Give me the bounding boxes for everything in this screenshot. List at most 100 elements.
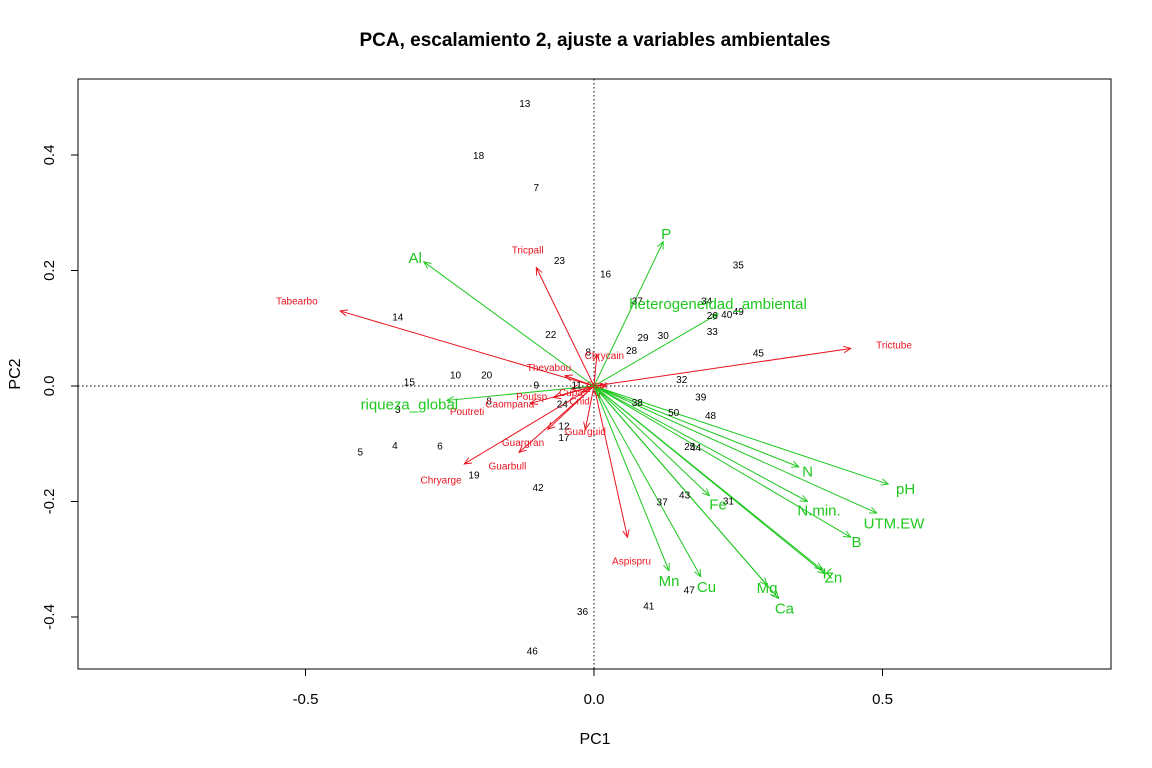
site-label: 18 — [473, 151, 485, 162]
species-label: Thevabou — [527, 363, 571, 374]
environment-arrow — [593, 385, 669, 571]
environment-label: Zn — [825, 570, 843, 587]
species-labels: Tabearbo Tricpall Trictube Chrycain Thevabou… — [276, 246, 912, 568]
y-tick-label: 0.0 — [41, 376, 58, 397]
species-label: Tricpall — [512, 246, 544, 257]
site-label: 29 — [637, 333, 649, 344]
environment-label: riqueza_global — [361, 396, 459, 413]
y-tick-label: 0.4 — [41, 145, 58, 166]
environment-arrow — [447, 385, 595, 400]
environment-arrow — [593, 385, 851, 537]
site-label: 46 — [527, 646, 539, 657]
site-label: 35 — [733, 261, 745, 272]
environment-arrow — [593, 385, 779, 599]
x-tick-label: 0.0 — [584, 691, 605, 708]
species-label: Guargran — [502, 438, 544, 449]
site-label: 49 — [733, 307, 745, 318]
species-arrow — [582, 386, 595, 392]
environment-label: UTM.EW — [864, 515, 926, 532]
species-label: Trictube — [876, 340, 912, 351]
species-label: Guarbull — [489, 462, 527, 473]
species-arrow — [464, 385, 595, 464]
site-label: 11 — [571, 380, 582, 391]
site-label: 26 — [707, 311, 719, 322]
environment-arrow — [593, 385, 709, 496]
reference-lines — [78, 79, 1111, 669]
site-label: 17 — [558, 433, 570, 444]
site-label: 42 — [532, 483, 544, 494]
environment-label: heterogeneidad_ambiental — [629, 296, 807, 313]
site-label: 14 — [392, 313, 404, 324]
species-label: Chrycain — [585, 351, 624, 362]
y-axis-label: PC2 — [7, 358, 24, 389]
site-label: 37 — [632, 297, 644, 308]
y-tick-label: -0.4 — [41, 604, 58, 630]
x-axis: -0.5 0.0 0.5 — [293, 668, 893, 708]
y-axis: -0.4 -0.2 0.0 0.2 0.4 — [41, 145, 78, 630]
species-arrow — [593, 348, 851, 387]
site-label: 25 — [684, 442, 696, 453]
environment-arrow — [424, 262, 595, 387]
site-label: 43 — [679, 491, 691, 502]
site-label: 24 — [557, 399, 569, 410]
environment-arrow — [593, 385, 807, 502]
environment-arrow — [593, 385, 701, 577]
environment-arrow — [593, 385, 877, 513]
species-label: Cupa — [559, 388, 583, 399]
site-label: 41 — [643, 601, 655, 612]
species-label: Cnid — [569, 396, 590, 407]
site-label: 7 — [534, 183, 540, 194]
y-tick-label: -0.2 — [41, 489, 58, 515]
species-arrow — [565, 376, 595, 387]
site-label: 45 — [753, 349, 765, 360]
site-label: 50 — [668, 408, 680, 419]
site-label: 37 — [657, 498, 669, 509]
site-label: 39 — [695, 392, 707, 403]
environment-label: B — [852, 534, 862, 551]
species-label: Aspispru — [612, 556, 651, 567]
environment-arrow — [593, 385, 888, 484]
species-arrows — [340, 268, 851, 538]
environment-arrows — [424, 242, 888, 599]
species-arrow — [340, 311, 595, 387]
site-label: 23 — [554, 256, 566, 267]
site-label: 38 — [632, 398, 644, 409]
site-label: 31 — [723, 496, 735, 507]
y-tick-label: 0.2 — [41, 260, 58, 281]
site-label: 15 — [404, 377, 416, 388]
site-label: 48 — [705, 411, 717, 422]
environment-arrow — [593, 385, 825, 574]
site-label: 19 — [468, 470, 480, 481]
environment-label: P — [661, 226, 671, 243]
site-label: 4 — [392, 441, 398, 452]
species-label: Guarguid — [565, 427, 606, 438]
environment-label: Fe — [709, 496, 727, 513]
species-arrow — [519, 385, 595, 452]
species-label: Ocot — [586, 380, 607, 391]
species-label: Caompana — [485, 399, 534, 410]
environment-label: pH — [896, 481, 915, 498]
site-label: 12 — [558, 421, 570, 432]
environment-label: K — [823, 566, 833, 583]
x-axis-label: PC1 — [579, 731, 610, 748]
environment-arrow — [593, 385, 799, 467]
site-label: 33 — [707, 327, 719, 338]
species-label: Tabearbo — [276, 297, 318, 308]
chart-title: PCA, escalamiento 2, ajuste a variables … — [359, 30, 830, 51]
site-label: 36 — [577, 607, 589, 618]
site-label: 8 — [486, 396, 492, 407]
environment-arrow — [593, 314, 718, 387]
environment-label: Ca — [775, 600, 795, 617]
species-arrow — [536, 268, 595, 387]
site-label: 44 — [690, 443, 702, 454]
environment-label: Al — [408, 250, 421, 267]
site-label: 9 — [534, 380, 540, 391]
environment-arrow — [593, 242, 663, 387]
environment-label: Mg — [757, 580, 778, 597]
species-label: Poutsp — [516, 392, 548, 403]
site-label: 34 — [701, 297, 713, 308]
site-label: 22 — [545, 330, 557, 341]
species-label: Chryarge — [421, 476, 463, 487]
